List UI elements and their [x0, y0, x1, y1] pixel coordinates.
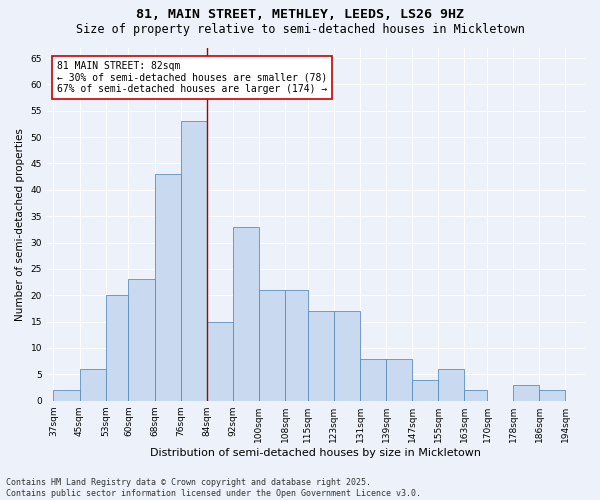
Text: Size of property relative to semi-detached houses in Mickletown: Size of property relative to semi-detach…: [76, 22, 524, 36]
Bar: [308, 311, 334, 400]
Y-axis label: Number of semi-detached properties: Number of semi-detached properties: [15, 128, 25, 320]
X-axis label: Distribution of semi-detached houses by size in Mickletown: Distribution of semi-detached houses by …: [151, 448, 481, 458]
Bar: [80, 369, 106, 400]
Text: 81, MAIN STREET, METHLEY, LEEDS, LS26 9HZ: 81, MAIN STREET, METHLEY, LEEDS, LS26 9H…: [136, 8, 464, 20]
Bar: [513, 385, 539, 400]
Bar: [155, 174, 181, 400]
Bar: [53, 390, 80, 400]
Bar: [285, 290, 308, 401]
Bar: [464, 390, 487, 400]
Bar: [181, 122, 207, 400]
Bar: [438, 369, 464, 400]
Bar: [259, 290, 285, 401]
Bar: [412, 380, 438, 400]
Bar: [334, 311, 360, 400]
Bar: [207, 322, 233, 400]
Bar: [539, 390, 565, 400]
Bar: [128, 280, 155, 400]
Bar: [106, 296, 128, 401]
Text: 81 MAIN STREET: 82sqm
← 30% of semi-detached houses are smaller (78)
67% of semi: 81 MAIN STREET: 82sqm ← 30% of semi-deta…: [57, 60, 327, 94]
Bar: [386, 358, 412, 401]
Text: Contains HM Land Registry data © Crown copyright and database right 2025.
Contai: Contains HM Land Registry data © Crown c…: [6, 478, 421, 498]
Bar: [233, 226, 259, 400]
Bar: [360, 358, 386, 401]
